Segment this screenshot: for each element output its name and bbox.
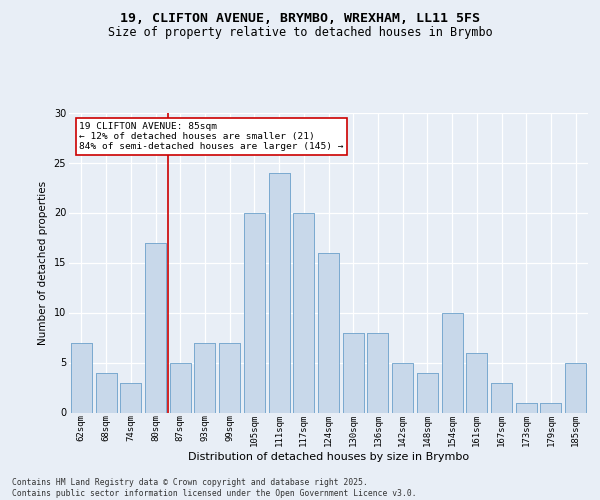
- Bar: [194, 342, 215, 412]
- Bar: [541, 402, 562, 412]
- Bar: [120, 382, 141, 412]
- Bar: [541, 402, 562, 412]
- Bar: [219, 342, 240, 412]
- Bar: [565, 362, 586, 412]
- Bar: [95, 372, 116, 412]
- Bar: [565, 362, 586, 412]
- Bar: [491, 382, 512, 412]
- Bar: [466, 352, 487, 412]
- Bar: [392, 362, 413, 412]
- Bar: [71, 342, 92, 412]
- Bar: [491, 382, 512, 412]
- Bar: [71, 342, 92, 412]
- Bar: [466, 352, 487, 412]
- Y-axis label: Number of detached properties: Number of detached properties: [38, 180, 48, 344]
- Bar: [343, 332, 364, 412]
- Bar: [392, 362, 413, 412]
- Text: Contains HM Land Registry data © Crown copyright and database right 2025.
Contai: Contains HM Land Registry data © Crown c…: [12, 478, 416, 498]
- Bar: [145, 242, 166, 412]
- Bar: [343, 332, 364, 412]
- Bar: [367, 332, 388, 412]
- Bar: [417, 372, 438, 412]
- Bar: [194, 342, 215, 412]
- Bar: [244, 212, 265, 412]
- Bar: [442, 312, 463, 412]
- Bar: [244, 212, 265, 412]
- Bar: [293, 212, 314, 412]
- Bar: [516, 402, 537, 412]
- Bar: [170, 362, 191, 412]
- Bar: [170, 362, 191, 412]
- Text: 19 CLIFTON AVENUE: 85sqm
← 12% of detached houses are smaller (21)
84% of semi-d: 19 CLIFTON AVENUE: 85sqm ← 12% of detach…: [79, 122, 344, 152]
- Bar: [318, 252, 339, 412]
- Bar: [269, 172, 290, 412]
- Bar: [95, 372, 116, 412]
- Text: Size of property relative to detached houses in Brymbo: Size of property relative to detached ho…: [107, 26, 493, 39]
- Bar: [318, 252, 339, 412]
- Bar: [293, 212, 314, 412]
- Bar: [145, 242, 166, 412]
- Bar: [120, 382, 141, 412]
- Bar: [516, 402, 537, 412]
- Bar: [219, 342, 240, 412]
- Bar: [367, 332, 388, 412]
- Bar: [417, 372, 438, 412]
- X-axis label: Distribution of detached houses by size in Brymbo: Distribution of detached houses by size …: [188, 452, 469, 462]
- Text: 19, CLIFTON AVENUE, BRYMBO, WREXHAM, LL11 5FS: 19, CLIFTON AVENUE, BRYMBO, WREXHAM, LL1…: [120, 12, 480, 26]
- Bar: [442, 312, 463, 412]
- Bar: [269, 172, 290, 412]
